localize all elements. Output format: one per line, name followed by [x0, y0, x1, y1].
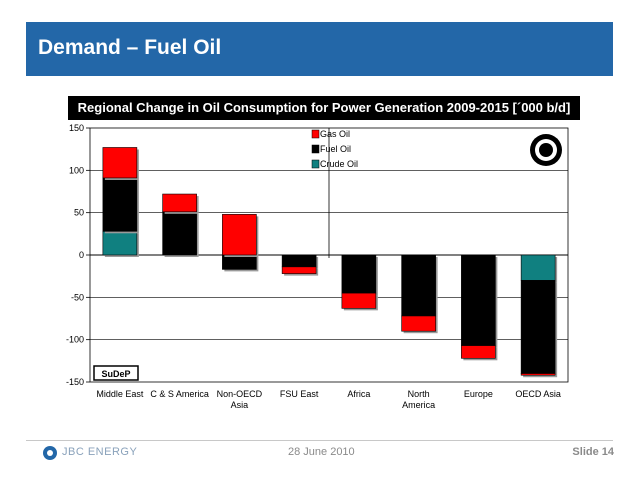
- y-tick-label: 150: [69, 123, 84, 133]
- x-tick-label: C & S America: [150, 389, 209, 399]
- y-tick-label: 100: [69, 165, 84, 175]
- x-tick-label: America: [402, 400, 435, 410]
- bar-gas-oil: [341, 292, 377, 309]
- bar-gas-oil: [102, 147, 138, 179]
- x-tick-label: FSU East: [280, 389, 319, 399]
- company-name: JBC ENERGY: [62, 446, 138, 458]
- bar-fuel-oil: [102, 177, 138, 232]
- x-tick-label: Asia: [231, 400, 249, 410]
- bar-crude-oil: [102, 230, 138, 256]
- y-tick-label: 0: [79, 250, 84, 260]
- legend-swatch: [311, 129, 320, 139]
- legend-swatch: [311, 144, 320, 154]
- legend-swatch: [311, 159, 320, 169]
- sudep-stamp: SuDeP: [93, 365, 139, 381]
- bar-gas-oil: [281, 266, 317, 274]
- bar-fuel-oil: [461, 254, 496, 346]
- slide-title: Demand – Fuel Oil: [38, 36, 222, 59]
- bar-gas-oil: [461, 345, 496, 359]
- y-tick-label: -100: [66, 335, 84, 345]
- company-logo-icon: [43, 446, 57, 460]
- x-tick-label: North: [408, 389, 430, 399]
- bar-fuel-oil: [222, 254, 257, 270]
- bar-fuel-oil: [281, 254, 317, 268]
- legend-label: Crude Oil: [320, 159, 358, 169]
- bar-fuel-oil: [341, 254, 377, 294]
- x-tick-label: Non-OECD: [217, 389, 263, 399]
- x-tick-label: OECD Asia: [515, 389, 561, 399]
- bar-gas-oil: [222, 214, 257, 256]
- bar-crude-oil: [520, 254, 556, 281]
- y-tick-label: -50: [71, 292, 84, 302]
- y-tick-label: -150: [66, 377, 84, 387]
- bar-fuel-oil: [520, 280, 556, 374]
- bar-gas-oil: [162, 193, 197, 213]
- slide-number: Slide 14: [572, 446, 614, 458]
- bar-shadow: [523, 375, 558, 378]
- slide-date: 28 June 2010: [288, 446, 355, 458]
- x-tick-label: Europe: [464, 389, 493, 399]
- title-bar: [26, 22, 613, 76]
- bar-fuel-oil: [401, 254, 436, 317]
- chart-logo: [530, 134, 562, 166]
- legend-label: Fuel Oil: [320, 144, 351, 154]
- bar-gas-oil: [520, 373, 556, 376]
- bar-gas-oil: [401, 315, 436, 332]
- stamp-text: SuDeP: [101, 369, 130, 379]
- x-tick-label: Africa: [347, 389, 370, 399]
- legend-label: Gas Oil: [320, 129, 350, 139]
- x-tick-label: Middle East: [96, 389, 144, 399]
- y-tick-label: 50: [74, 208, 84, 218]
- chart-title: Regional Change in Oil Consumption for P…: [68, 96, 580, 120]
- footer-divider: [26, 440, 613, 441]
- bar-fuel-oil: [162, 211, 197, 256]
